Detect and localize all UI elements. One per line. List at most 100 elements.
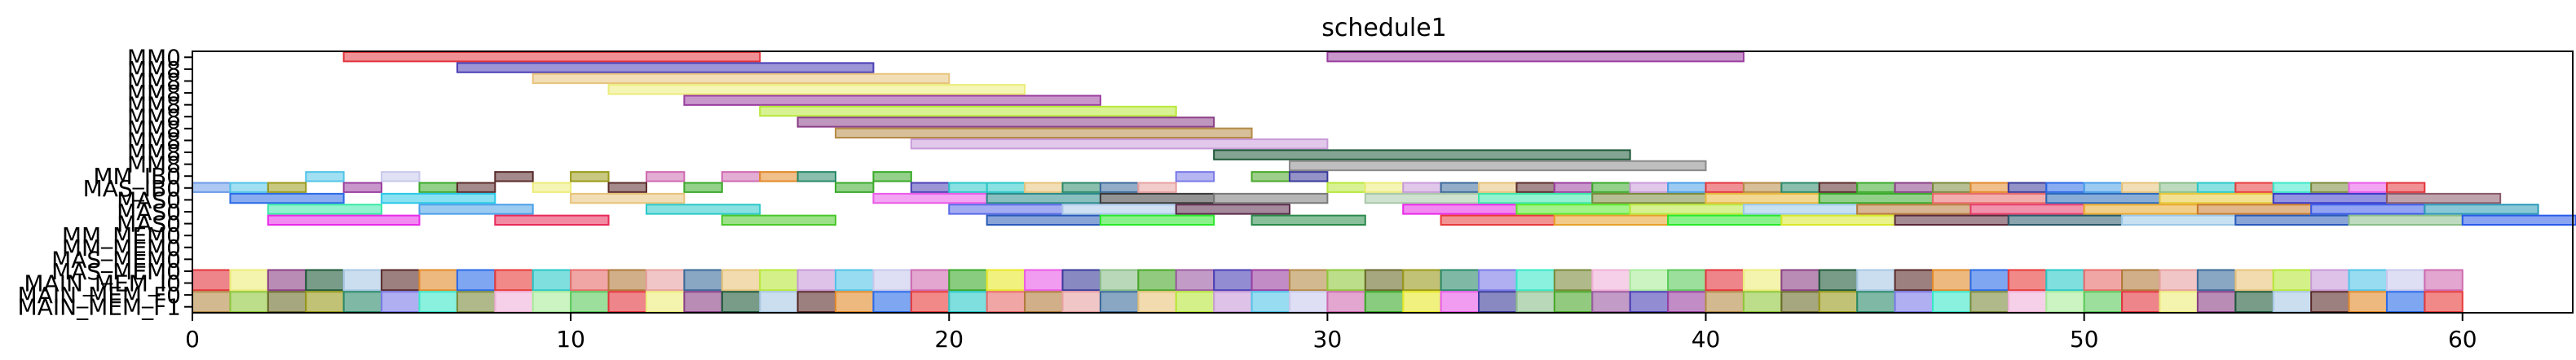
memory-block — [1137, 291, 1177, 313]
task-bar — [645, 171, 686, 182]
memory-block — [683, 291, 723, 313]
task-bar — [456, 62, 875, 73]
task-bar — [1251, 214, 1366, 226]
task-bar — [1099, 182, 1140, 193]
y-tick-label: MAIN_MEM_F0 — [18, 282, 181, 309]
task-bar — [1856, 204, 1972, 215]
memory-block — [1061, 291, 1101, 313]
task-bar — [2159, 192, 2274, 204]
task-bar — [2083, 204, 2199, 215]
task-bar — [759, 171, 799, 182]
task-bar — [1213, 149, 1631, 160]
memory-block — [2234, 291, 2274, 313]
y-tick-label: MM8 — [127, 151, 181, 178]
task-bar — [721, 214, 837, 226]
task-bar — [494, 171, 534, 182]
task-bar — [1969, 182, 2009, 193]
memory-block — [1288, 291, 1329, 313]
task-bar — [267, 214, 421, 226]
task-bar — [2234, 214, 2350, 226]
task-bar — [192, 182, 232, 193]
task-bar — [1288, 160, 1707, 172]
y-tick-label: MAIN_MEM_F1 — [18, 294, 181, 321]
chart-title: schedule1 — [1321, 14, 1447, 42]
y-tick-label: MM8 — [127, 56, 181, 83]
memory-block — [192, 269, 232, 292]
memory-block — [1667, 269, 1707, 292]
memory-block — [1099, 269, 1140, 292]
y-axis: MM0MM8MM8MM8MM8MM8MM8MM8MM8MM8MM_IB0MAS_… — [18, 44, 192, 321]
memory-block — [381, 291, 421, 313]
task-bar — [1251, 171, 1290, 182]
memory-block — [2424, 269, 2464, 292]
memory-block — [267, 269, 307, 292]
memory-block — [532, 269, 572, 292]
task-bar — [948, 204, 1064, 215]
memory-block — [2045, 291, 2085, 313]
task-bar — [418, 182, 458, 193]
memory-block — [1742, 291, 1783, 313]
task-bar — [1213, 192, 1329, 204]
task-bar — [607, 84, 1026, 95]
memory-block — [2272, 291, 2313, 313]
memory-block — [1213, 291, 1253, 313]
task-bar — [1440, 182, 1480, 193]
task-bar — [2083, 182, 2124, 193]
task-bar — [2310, 182, 2350, 193]
memory-block — [1440, 269, 1480, 292]
memory-block — [872, 269, 912, 292]
task-bar — [1742, 182, 1783, 193]
memory-block — [1591, 291, 1631, 313]
task-bar — [1667, 182, 1707, 193]
task-bar — [267, 204, 383, 215]
task-bar — [2272, 192, 2388, 204]
task-bar — [1705, 192, 1820, 204]
memory-block — [1969, 269, 2009, 292]
task-bar — [418, 204, 534, 215]
task-bar — [2121, 214, 2237, 226]
memory-block — [1024, 269, 1064, 292]
memory-block — [721, 291, 761, 313]
memory-block — [1440, 291, 1480, 313]
memory-block — [229, 291, 269, 313]
task-bar — [1780, 182, 1820, 193]
task-bar — [2348, 214, 2464, 226]
memory-block — [2348, 291, 2388, 313]
memory-block — [1629, 291, 1670, 313]
task-bar — [1553, 182, 1594, 193]
task-bar — [532, 182, 572, 193]
memory-block — [1251, 269, 1290, 292]
memory-block — [2007, 291, 2048, 313]
task-bar — [229, 192, 345, 204]
task-bar — [1440, 214, 1555, 226]
task-bar — [1894, 214, 2009, 226]
task-bar — [1326, 51, 1745, 63]
memory-block — [2385, 269, 2426, 292]
task-bar — [1402, 204, 1518, 215]
memory-block — [910, 291, 951, 313]
task-bar — [1364, 182, 1405, 193]
memory-block — [2083, 291, 2124, 313]
task-bar — [1591, 192, 1707, 204]
task-bar — [1629, 182, 1670, 193]
task-bar — [570, 171, 610, 182]
memory-block — [1515, 291, 1555, 313]
memory-block — [759, 291, 799, 313]
memory-block — [2272, 269, 2313, 292]
memory-block — [1894, 269, 1934, 292]
task-bar — [2007, 182, 2048, 193]
task-bar — [2385, 182, 2426, 193]
memory-block — [1931, 291, 1972, 313]
task-bar — [796, 116, 1215, 128]
task-bar — [835, 182, 875, 193]
memory-block — [1553, 269, 1594, 292]
memory-block — [948, 269, 988, 292]
task-bar — [494, 214, 610, 226]
y-tick-label: MAS0 — [117, 199, 181, 226]
task-bar — [1478, 192, 1594, 204]
memory-block — [1856, 291, 1896, 313]
memory-block — [2310, 291, 2350, 313]
task-bar — [1175, 204, 1290, 215]
